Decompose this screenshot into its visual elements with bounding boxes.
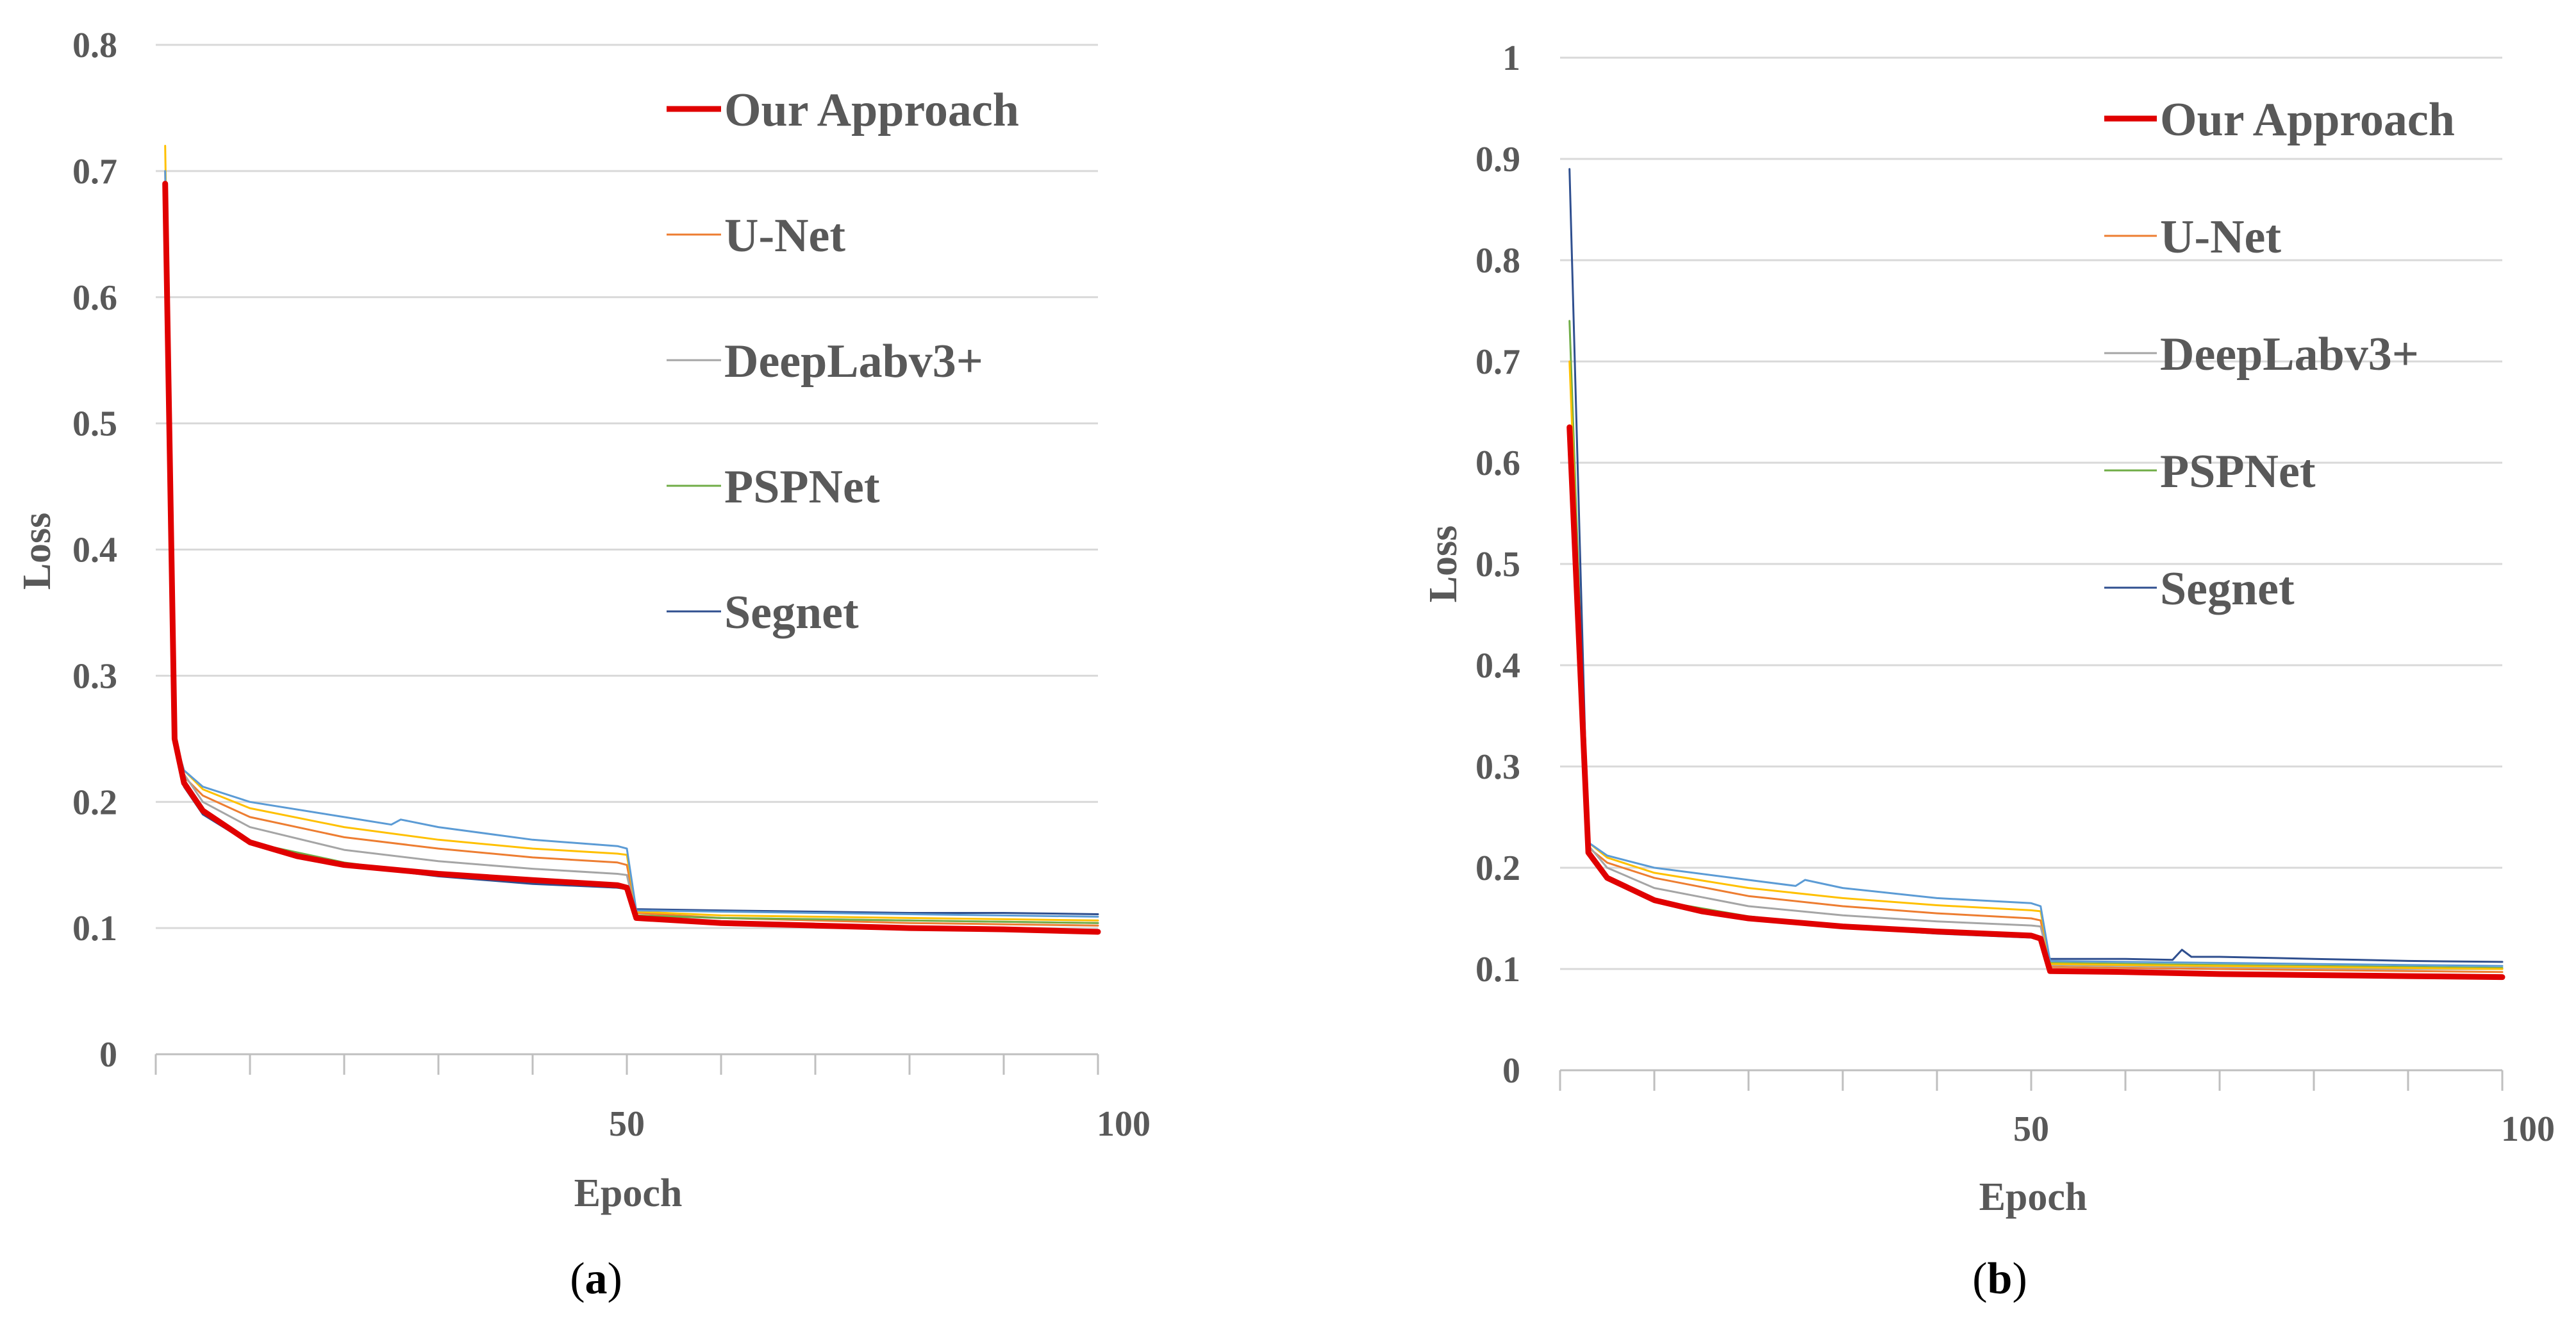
x-tick-label: 100 <box>2501 1109 2555 1149</box>
y-tick-label: 0.4 <box>1475 646 1520 686</box>
legend-b: Our Approach U-Net DeepLabv3+ PSPNet Segnet <box>2104 94 2455 615</box>
x-tick-label: 100 <box>1097 1104 1151 1144</box>
y-tick-label: 0.3 <box>72 656 117 696</box>
y-tick-label: 0.1 <box>1475 950 1520 990</box>
y-tick-label: 0.7 <box>1475 342 1520 382</box>
series-line-unlabeled <box>164 145 1099 922</box>
series-line-unlabeled <box>1568 360 2504 970</box>
y-tick-label: 0.4 <box>72 531 117 570</box>
panel-label-a-close: ) <box>608 1254 622 1304</box>
gridlines-a <box>156 44 1098 929</box>
legend-label: Our Approach <box>724 84 1019 137</box>
y-tick-label: 1 <box>1502 38 1520 78</box>
x-tick-label: 50 <box>2013 1109 2049 1149</box>
y-tick-labels-b: 0 0.1 0.2 0.3 0.4 0.5 0.6 0.7 0.8 0.9 1 <box>1475 38 1520 1091</box>
x-axis-title-b: Epoch <box>1979 1175 2088 1219</box>
legend-label: U-Net <box>2160 211 2281 263</box>
legend-label: DeepLabv3+ <box>724 335 983 388</box>
legend-label: Segnet <box>2160 563 2295 615</box>
y-tick-label: 0.9 <box>1475 140 1520 179</box>
panel-label-a: (a) <box>570 1254 622 1304</box>
y-tick-label: 0.6 <box>72 278 117 318</box>
y-tick-labels-a: 0 0.1 0.2 0.3 0.4 0.5 0.6 0.7 0.8 <box>72 26 117 1075</box>
x-axis-b: 50 100 <box>1559 1069 2555 1149</box>
legend-label: U-Net <box>724 210 845 262</box>
y-tick-label: 0.6 <box>1475 443 1520 483</box>
y-tick-label: 0 <box>1502 1051 1520 1091</box>
legend-label: DeepLabv3+ <box>2160 328 2419 381</box>
y-axis-title-b: Loss <box>1422 526 1465 603</box>
x-tick-label: 50 <box>609 1104 645 1144</box>
series-lines-b <box>1566 168 2505 981</box>
y-tick-label: 0 <box>99 1035 117 1075</box>
panel-label-b-close: ) <box>2012 1254 2027 1304</box>
x-axis-a: 50 100 <box>154 1053 1151 1144</box>
series-line-u-net <box>1568 441 2504 973</box>
panel-label-b: (b) <box>1972 1254 2027 1304</box>
y-tick-label: 0.5 <box>1475 545 1520 584</box>
y-tick-label: 0.8 <box>1475 241 1520 281</box>
legend-label: PSPNet <box>2160 445 2316 498</box>
y-tick-label: 0.1 <box>72 909 117 948</box>
y-tick-label: 0.8 <box>72 26 117 65</box>
legend-a: Our Approach U-Net DeepLabv3+ PSPNet Segnet <box>667 84 1019 639</box>
series-line-deeplabv3- <box>164 220 1099 924</box>
y-tick-label: 0.2 <box>72 783 117 822</box>
gridlines-b <box>1560 56 2502 970</box>
legend-label: PSPNet <box>724 461 880 513</box>
series-line-unlabeled <box>1568 461 2504 967</box>
y-tick-label: 0.3 <box>1475 747 1520 787</box>
panel-label-a-open: ( <box>570 1254 585 1304</box>
series-line-unlabeled <box>164 170 1099 918</box>
y-tick-label: 0.7 <box>72 152 117 192</box>
y-axis-title-a: Loss <box>15 513 59 590</box>
panel-label-b-letter: b <box>1988 1254 2013 1304</box>
series-line-our-approach <box>1566 424 2505 981</box>
y-tick-label: 0.2 <box>1475 849 1520 888</box>
chart-panel-a: 0 0.1 0.2 0.3 0.4 0.5 0.6 0.7 0.8 50 100 Our Appr… <box>15 26 1151 1304</box>
legend-label: Our Approach <box>2160 94 2455 146</box>
series-line-pspnet <box>1568 320 2504 969</box>
legend-label: Segnet <box>724 586 859 639</box>
panel-label-b-open: ( <box>1972 1254 1987 1304</box>
series-lines-a <box>162 145 1101 935</box>
chart-panel-b: 0 0.1 0.2 0.3 0.4 0.5 0.6 0.7 0.8 0.9 1 50 100 Our … <box>1422 38 2555 1304</box>
panel-label-a-letter: a <box>585 1254 608 1304</box>
y-tick-label: 0.5 <box>72 404 117 444</box>
series-line-deeplabv3- <box>1568 461 2504 970</box>
series-line-our-approach <box>162 181 1101 935</box>
series-line-u-net <box>164 170 1099 927</box>
x-axis-title-a: Epoch <box>574 1172 683 1215</box>
series-line-segnet <box>1568 168 2504 963</box>
